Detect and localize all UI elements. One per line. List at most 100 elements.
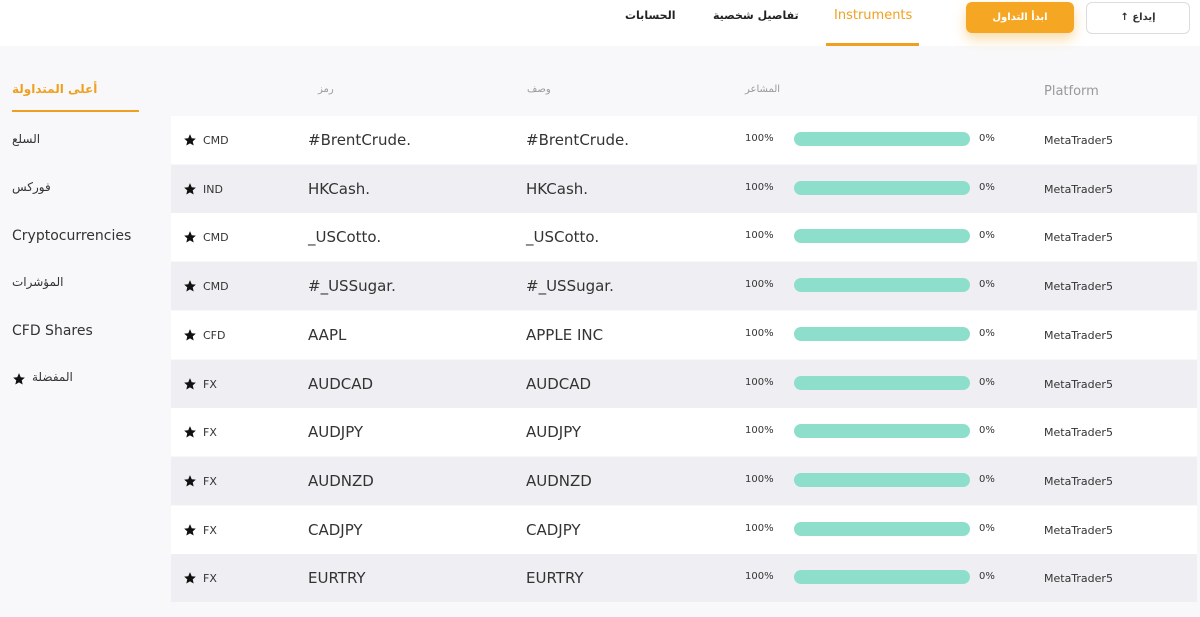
- instrument-type: FX: [203, 426, 217, 440]
- star-icon: [183, 181, 197, 200]
- start-trading-button[interactable]: ابدأ التداول: [966, 2, 1074, 33]
- table-row[interactable]: FX EURTRY EURTRY 100% 0% MetaTrader5: [171, 554, 1197, 603]
- platform: MetaTrader5: [1044, 474, 1113, 488]
- sidebar-item[interactable]: Cryptocurrencies: [12, 228, 132, 244]
- sentiment-bar: [794, 521, 970, 536]
- buy-percent: 100%: [745, 133, 774, 144]
- symbol: #BrentCrude.: [308, 131, 411, 149]
- platform: MetaTrader5: [1044, 280, 1113, 294]
- sentiment-bar: [794, 278, 970, 293]
- instrument-type: FX: [203, 474, 217, 488]
- deposit-button[interactable]: ↑ إيداع: [1086, 2, 1190, 34]
- arrow-icon: ↑: [1120, 12, 1133, 23]
- sell-percent: 0%: [979, 133, 995, 144]
- star-icon: [183, 570, 197, 589]
- button-label: إيداع: [1132, 12, 1156, 23]
- sentiment-bar: [794, 424, 970, 439]
- table-row[interactable]: FX CADJPY CADJPY 100% 0% MetaTrader5: [171, 505, 1197, 554]
- table-row[interactable]: CMD #_USSugar. #_USSugar. 100% 0% MetaTrader5: [171, 262, 1197, 311]
- nav-tab[interactable]: الحسابات: [625, 9, 676, 22]
- symbol: AUDJPY: [308, 423, 364, 442]
- star-icon: [183, 229, 197, 248]
- description: AUDJPY: [526, 423, 582, 442]
- table-row[interactable]: FX AUDNZD AUDNZD 100% 0% MetaTrader5: [171, 456, 1197, 505]
- sell-percent: 0%: [979, 327, 995, 339]
- buy-percent: 100%: [745, 230, 774, 242]
- sell-percent: 0%: [979, 230, 995, 242]
- buy-percent: 100%: [745, 376, 774, 388]
- platform: MetaTrader5: [1044, 182, 1113, 196]
- column-header: المشاعر: [745, 84, 781, 95]
- sidebar-item[interactable]: المؤشرات: [12, 275, 64, 289]
- star-icon: [183, 473, 197, 492]
- description: _USCotto.: [526, 228, 600, 247]
- sidebar-item[interactable]: فوركس: [12, 180, 51, 194]
- sentiment-bar: [794, 570, 970, 585]
- star-icon: [183, 376, 197, 395]
- nav-tab-active[interactable]: Instruments: [834, 8, 913, 23]
- column-header: وصف: [527, 84, 551, 95]
- star-icon: [183, 522, 197, 541]
- sell-percent: 0%: [979, 571, 995, 583]
- star-icon: [183, 132, 197, 151]
- symbol: _USCotto.: [308, 228, 382, 247]
- instrument-type: FX: [203, 572, 217, 586]
- buy-percent: 100%: [745, 522, 774, 534]
- sell-percent: 0%: [979, 279, 995, 291]
- table-row[interactable]: IND HKCash. HKCash. 100% 0% MetaTrader5: [171, 164, 1197, 213]
- symbol: AUDCAD: [308, 374, 374, 393]
- table-row[interactable]: FX AUDJPY AUDJPY 100% 0% MetaTrader5: [171, 408, 1197, 457]
- sell-percent: 0%: [979, 425, 995, 437]
- sell-percent: 0%: [979, 376, 995, 388]
- instrument-type: IND: [203, 182, 223, 196]
- description: AUDCAD: [526, 374, 592, 393]
- sentiment-bar: [794, 472, 970, 487]
- buy-percent: 100%: [745, 181, 774, 193]
- description: #_USSugar.: [526, 277, 614, 296]
- sentiment-bar: [794, 375, 970, 390]
- sell-percent: 0%: [979, 522, 995, 534]
- symbol: HKCash.: [308, 179, 371, 198]
- top-nav: الحسابات تفاصيل شخصية Instruments ابدأ ا…: [0, 0, 1200, 46]
- description: CADJPY: [526, 520, 581, 539]
- sentiment-bar: [794, 229, 970, 244]
- buy-percent: 100%: [745, 327, 774, 339]
- table-row[interactable]: CMD #BrentCrude. #BrentCrude. 100% 0% MetaTra…: [171, 116, 1197, 164]
- star-icon: [12, 371, 26, 390]
- description: EURTRY: [526, 569, 584, 588]
- instrument-type: FX: [203, 377, 217, 391]
- sentiment-bar: [794, 180, 970, 195]
- tab-underline: [826, 43, 919, 46]
- table-row[interactable]: FX AUDCAD AUDCAD 100% 0% MetaTrader5: [171, 359, 1197, 408]
- sidebar-underline: [12, 110, 139, 112]
- table-row[interactable]: CMD _USCotto. _USCotto. 100% 0% MetaTrader5: [171, 213, 1197, 262]
- sell-percent: 0%: [979, 473, 995, 485]
- instrument-type: CFD: [203, 328, 226, 342]
- star-icon: [183, 327, 197, 346]
- buy-percent: 100%: [745, 571, 774, 583]
- instrument-type: FX: [203, 523, 217, 537]
- symbol: AUDNZD: [308, 471, 374, 490]
- buy-percent: 100%: [745, 425, 774, 437]
- symbol: EURTRY: [308, 569, 366, 588]
- buy-percent: 100%: [745, 473, 774, 485]
- platform: MetaTrader5: [1044, 134, 1113, 147]
- star-icon: [183, 278, 197, 297]
- button-label: ابدأ التداول: [992, 12, 1048, 23]
- nav-tab[interactable]: تفاصيل شخصية: [713, 9, 799, 22]
- table-row[interactable]: CFD AAPL APPLE INC 100% 0% MetaTrader5: [171, 310, 1197, 359]
- platform: MetaTrader5: [1044, 377, 1113, 391]
- sidebar-item[interactable]: CFD Shares: [12, 323, 93, 339]
- platform: MetaTrader5: [1044, 426, 1113, 440]
- instrument-type: CMD: [203, 231, 229, 245]
- sidebar-item[interactable]: السلع: [12, 132, 41, 146]
- symbol: CADJPY: [308, 520, 363, 539]
- column-header: رمز: [318, 84, 334, 95]
- sell-percent: 0%: [979, 181, 995, 193]
- sidebar-item[interactable]: أعلى المتداولة: [12, 82, 98, 96]
- sidebar-item[interactable]: المفضلة: [32, 370, 73, 384]
- symbol: #_USSugar.: [308, 277, 396, 296]
- star-icon: [183, 424, 197, 443]
- description: AUDNZD: [526, 471, 592, 490]
